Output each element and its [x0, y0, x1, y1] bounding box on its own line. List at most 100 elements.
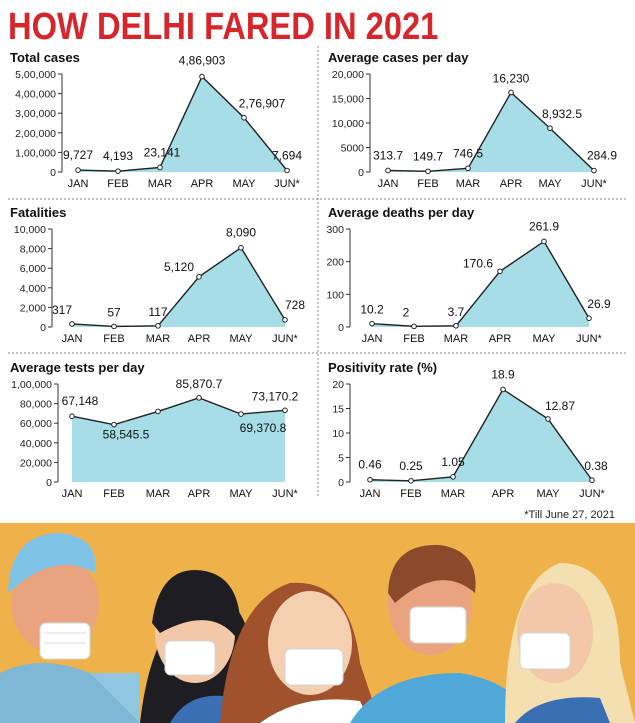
data-point — [282, 407, 288, 414]
series-line — [77, 75, 288, 172]
data-point — [155, 323, 161, 329]
series-line — [387, 91, 595, 172]
data-point — [367, 476, 373, 483]
x-tick-label: APR — [489, 333, 512, 345]
y-tick-label: 1,00,000 — [11, 379, 52, 391]
person-doctor — [0, 533, 140, 723]
y-tick-label: 2,00,000 — [15, 128, 56, 140]
chart-panel-3: Fatalities 0 2,000 4,000 6,000 8,000 10,000 317… — [10, 205, 305, 345]
data-point — [547, 125, 553, 132]
data-point — [545, 416, 551, 422]
data-point — [282, 317, 288, 323]
y-tick-label: 5000 — [341, 143, 365, 155]
chart-title: Average deaths per day — [328, 205, 475, 220]
data-label: 0.25 — [399, 459, 423, 473]
chart-title: Total cases — [10, 50, 80, 65]
x-tick-label: APR — [188, 488, 211, 500]
data-label: 117 — [148, 305, 167, 319]
data-label: 69,370.8 — [240, 421, 287, 435]
y-tick-label: 60,000 — [20, 418, 52, 430]
chart-title: Fatalities — [10, 205, 66, 220]
series-line — [71, 397, 286, 426]
data-point — [586, 315, 592, 322]
data-point — [111, 323, 117, 330]
y-tick-label: 6,000 — [20, 263, 46, 275]
data-label: 0.46 — [358, 458, 382, 472]
y-tick-label: 0 — [50, 167, 56, 179]
x-tick-label: MAY — [232, 178, 256, 190]
x-tick-label: MAY — [229, 333, 253, 345]
person-brown-hair — [220, 582, 380, 723]
data-point — [408, 477, 414, 484]
x-tick-label: MAR — [456, 178, 481, 190]
x-tick-label: MAR — [444, 333, 469, 345]
data-point — [69, 321, 75, 327]
chart-title: Positivity rate (%) — [328, 360, 437, 375]
x-tick-label: MAY — [229, 488, 253, 500]
data-label: 23,141 — [144, 145, 181, 159]
series-line — [369, 388, 593, 482]
series-area — [72, 397, 285, 482]
data-point — [465, 165, 471, 172]
x-tick-label: FEB — [103, 333, 124, 345]
x-tick-label: JAN — [68, 178, 89, 190]
series-line — [71, 246, 286, 328]
x-tick-label: APR — [188, 333, 211, 345]
data-point — [500, 386, 506, 393]
data-label: 170.6 — [463, 256, 493, 270]
series-line — [371, 240, 590, 328]
y-tick-label: 8,000 — [20, 244, 46, 256]
data-point — [425, 168, 431, 175]
data-label: 2 — [403, 305, 410, 319]
chart-title: Average cases per day — [328, 50, 469, 65]
x-tick-label: JAN — [62, 488, 83, 500]
data-point — [111, 421, 117, 428]
chart-panel-4: Average deaths per day 0 100 200 300 10.2 JAN 2… — [326, 205, 611, 345]
data-point — [385, 167, 391, 174]
data-point — [238, 411, 244, 417]
page-title: HOW DELHI FARED IN 2021 — [8, 6, 439, 48]
data-label: 16,230 — [493, 71, 530, 85]
y-tick-label: 4,000 — [20, 283, 46, 295]
x-tick-label: APR — [492, 488, 515, 500]
data-label: 8,932.5 — [542, 107, 582, 121]
data-point — [196, 395, 202, 401]
x-tick-label: JUN* — [272, 488, 298, 500]
y-tick-label: 0 — [40, 322, 46, 334]
series-area — [372, 241, 589, 327]
y-tick-label: 300 — [326, 224, 344, 236]
data-point — [497, 268, 503, 275]
person-man — [350, 544, 530, 723]
series-area — [78, 76, 287, 172]
data-label: 85,870.7 — [176, 377, 223, 391]
data-label: 261.9 — [529, 219, 559, 233]
data-point — [238, 244, 244, 251]
data-label: 8,090 — [226, 226, 256, 240]
chart-panel-6: Positivity rate (%) 0 5 10 15 20 0.46 JAN 0.25 FE… — [328, 360, 608, 500]
x-tick-label: JUN* — [576, 333, 602, 345]
y-tick-label: 10,000 — [14, 224, 46, 236]
y-tick-label: 0 — [358, 167, 364, 179]
data-label: 728 — [285, 298, 305, 312]
y-tick-label: 4,00,000 — [15, 89, 56, 101]
data-label: 57 — [107, 305, 121, 319]
x-tick-label: FEB — [417, 178, 438, 190]
y-tick-label: 80,000 — [20, 399, 52, 411]
chart-panel-1: Total cases 0 1,00,000 2,00,000 3,00,000 4,00… — [10, 50, 302, 190]
data-label: 3.7 — [448, 305, 465, 319]
x-tick-label: FEB — [107, 178, 128, 190]
data-label: 58,545.5 — [103, 428, 150, 442]
y-tick-label: 15,000 — [332, 94, 364, 106]
data-point — [155, 408, 161, 415]
data-point — [411, 323, 417, 330]
series-area — [388, 92, 594, 172]
data-label: 1.05 — [441, 455, 465, 469]
y-tick-label: 5 — [338, 453, 344, 465]
chart-title: Average tests per day — [10, 360, 145, 375]
data-point — [196, 274, 202, 280]
x-tick-label: MAR — [146, 488, 171, 500]
data-point — [241, 114, 247, 121]
data-label: 4,86,903 — [179, 54, 226, 68]
masked-people-illustration — [0, 523, 635, 723]
x-tick-label: APR — [500, 178, 523, 190]
